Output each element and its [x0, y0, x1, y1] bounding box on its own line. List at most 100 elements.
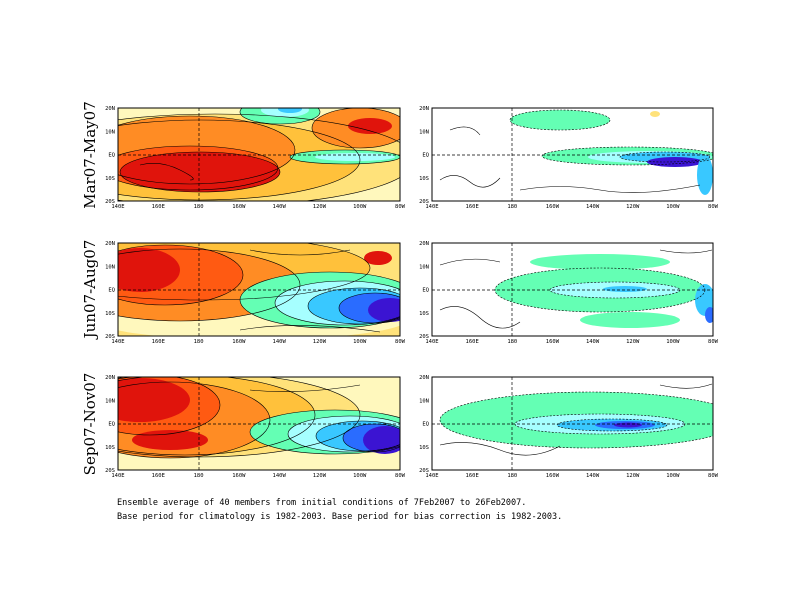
- y-tick-label: 20N: [419, 106, 429, 112]
- y-tick-label: 20S: [105, 199, 115, 205]
- y-tick-label: 20N: [105, 241, 115, 247]
- band-c2-eq: [315, 153, 395, 161]
- x-tick-label: 160W: [232, 204, 246, 210]
- y-tick-label: 10N: [105, 264, 115, 270]
- x-tick-label: 100W: [353, 204, 367, 210]
- x-tick-label: 120W: [313, 204, 327, 210]
- band-c3-e: [697, 155, 713, 195]
- x-tick-label: 140E: [425, 204, 438, 210]
- panel-son-mean: [117, 376, 401, 471]
- x-tick-label: 160E: [466, 473, 479, 479]
- band-c5: [368, 298, 400, 322]
- y-tick-label: 10N: [419, 264, 429, 270]
- panel-jja-anomaly: [431, 242, 714, 337]
- row-label-1: Mar07-May07: [81, 101, 99, 209]
- y-tick-label: 10N: [419, 129, 429, 135]
- band-c5: [363, 426, 400, 454]
- x-tick-label: 160E: [152, 339, 165, 345]
- x-tick-label: 120W: [626, 204, 640, 210]
- x-tick-label: 120W: [626, 339, 640, 345]
- y-tick-label: 20N: [419, 375, 429, 381]
- y-tick-label: EQ: [422, 153, 429, 159]
- panel-mam-anomaly: [431, 107, 714, 202]
- y-tick-label: 10S: [419, 311, 429, 317]
- band-c4-e: [705, 307, 713, 323]
- x-tick-label: 80W: [395, 204, 406, 210]
- x-tick-label: 80W: [708, 339, 719, 345]
- x-tick-label: 140W: [586, 339, 600, 345]
- x-tick-label: 180: [507, 473, 517, 479]
- x-tick-label: 120W: [313, 473, 327, 479]
- y-tick-label: 20S: [419, 468, 429, 474]
- x-tick-label: 80W: [395, 339, 406, 345]
- x-tick-label: 100W: [353, 339, 367, 345]
- x-tick-label: 140W: [586, 473, 600, 479]
- x-tick-label: 160E: [466, 204, 479, 210]
- band-c3: [278, 108, 302, 113]
- axis-ticks: 140E 160E 180 160W 140W 120W 100W 80W 20N 10N EQ 10…: [105, 106, 719, 479]
- band-c1-n: [510, 110, 610, 130]
- x-tick-label: 160W: [232, 473, 246, 479]
- row-label-2: Jun07-Aug07: [81, 240, 99, 341]
- x-tick-label: 100W: [666, 204, 680, 210]
- x-tick-label: 140E: [111, 204, 124, 210]
- y-tick-label: EQ: [422, 422, 429, 428]
- x-tick-label: 80W: [708, 473, 719, 479]
- y-tick-label: 10S: [419, 445, 429, 451]
- y-tick-label: EQ: [422, 288, 429, 294]
- x-tick-label: 160E: [152, 473, 165, 479]
- x-tick-label: 80W: [395, 473, 406, 479]
- y-tick-label: 20S: [105, 334, 115, 340]
- x-tick-label: 160W: [546, 204, 560, 210]
- band-w6: [118, 248, 180, 292]
- y-tick-label: 10N: [419, 398, 429, 404]
- y-tick-label: 10S: [105, 176, 115, 182]
- x-tick-label: 180: [507, 339, 517, 345]
- x-tick-label: 120W: [626, 473, 640, 479]
- band-c5: [614, 422, 642, 428]
- band-c1-s: [580, 312, 680, 328]
- y-tick-label: 10S: [105, 445, 115, 451]
- band-c1-n: [530, 254, 670, 270]
- caption-line-2: Base period for climatology is 1982-2003…: [117, 512, 563, 522]
- x-tick-label: 160W: [546, 473, 560, 479]
- panel-mam-mean: [117, 107, 401, 202]
- caption-line-1: Ensemble average of 40 members from init…: [117, 498, 527, 508]
- x-tick-label: 140W: [273, 473, 287, 479]
- band-w6: [120, 152, 280, 192]
- band-w6-s: [132, 430, 208, 450]
- y-tick-label: 20S: [105, 468, 115, 474]
- x-tick-label: 80W: [708, 204, 719, 210]
- y-tick-label: 20N: [105, 106, 115, 112]
- x-tick-label: 180: [194, 204, 204, 210]
- x-tick-label: 160E: [466, 339, 479, 345]
- x-tick-label: 140W: [273, 204, 287, 210]
- band-c3: [603, 286, 647, 292]
- y-tick-label: 20N: [419, 241, 429, 247]
- x-tick-label: 180: [194, 339, 204, 345]
- y-tick-label: EQ: [108, 288, 115, 294]
- band-w6-ne: [348, 118, 392, 134]
- y-tick-label: 10S: [419, 176, 429, 182]
- x-tick-label: 100W: [353, 473, 367, 479]
- x-tick-label: 140W: [586, 204, 600, 210]
- x-tick-label: 140E: [111, 473, 124, 479]
- panel-son-anomaly: [431, 376, 714, 471]
- band-w6: [118, 378, 190, 422]
- x-tick-label: 160W: [546, 339, 560, 345]
- x-tick-label: 160E: [152, 204, 165, 210]
- y-tick-label: 20S: [419, 334, 429, 340]
- x-tick-label: 100W: [666, 473, 680, 479]
- x-tick-label: 160W: [232, 339, 246, 345]
- y-tick-label: EQ: [108, 153, 115, 159]
- x-tick-label: 120W: [313, 339, 327, 345]
- y-tick-label: 10S: [105, 311, 115, 317]
- y-tick-label: 10N: [105, 129, 115, 135]
- x-tick-label: 140W: [273, 339, 287, 345]
- band-w2: [650, 111, 660, 117]
- y-tick-label: 20N: [105, 375, 115, 381]
- y-tick-label: 20S: [419, 199, 429, 205]
- y-tick-label: EQ: [108, 422, 115, 428]
- panel-jja-mean: [117, 242, 401, 337]
